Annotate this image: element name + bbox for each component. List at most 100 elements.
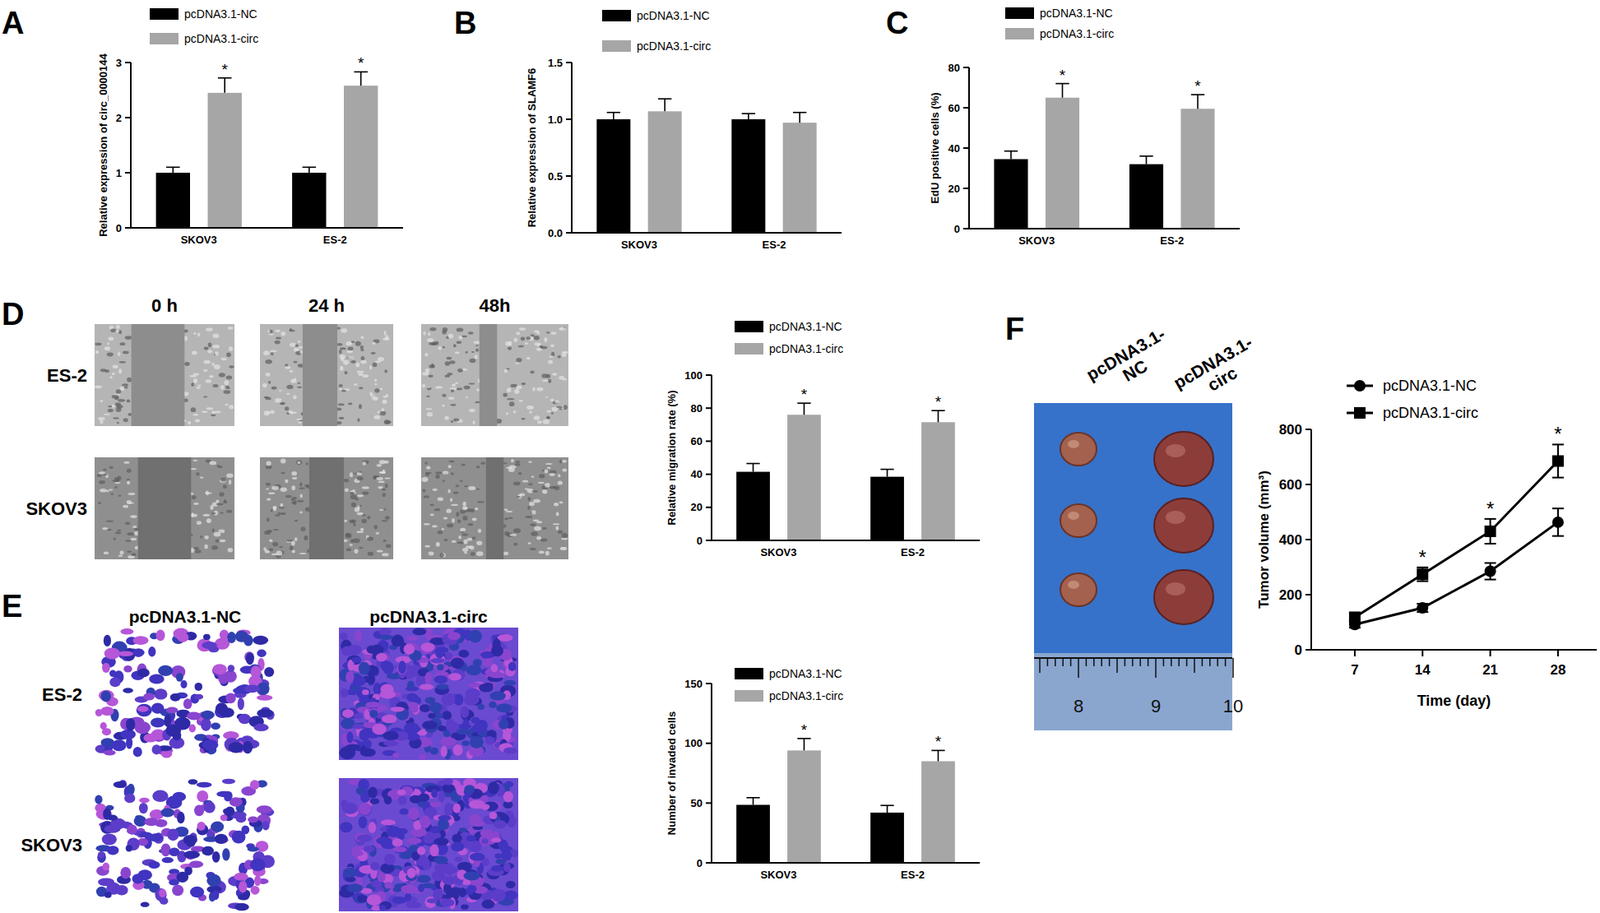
cell-texture xyxy=(113,537,116,540)
error-bar xyxy=(166,166,181,173)
stained-cell xyxy=(190,886,205,899)
cell-texture xyxy=(533,499,541,504)
legend-label: pcDNA3.1-circ xyxy=(769,342,844,356)
stained-cell xyxy=(126,824,138,835)
cell-texture xyxy=(559,500,564,504)
cell-texture xyxy=(467,537,473,542)
cell-texture xyxy=(561,533,568,538)
stained-cell xyxy=(422,834,435,844)
cell-texture xyxy=(375,532,380,535)
stained-cell xyxy=(152,744,162,755)
cell-texture xyxy=(455,511,460,517)
cell-texture xyxy=(450,504,459,506)
stained-cell xyxy=(341,646,353,657)
stained-cell xyxy=(407,867,417,879)
error-bar-cap xyxy=(1139,155,1153,158)
cell-texture xyxy=(449,403,456,407)
cell-texture xyxy=(362,374,370,378)
stained-cell xyxy=(97,851,105,858)
stained-cell xyxy=(392,752,399,758)
cell-texture xyxy=(118,368,122,374)
stained-cell xyxy=(158,888,167,897)
stained-cell xyxy=(380,862,395,874)
stained-cell xyxy=(222,848,230,861)
cell-texture xyxy=(514,362,520,365)
cell-texture xyxy=(465,545,473,549)
cell-texture xyxy=(121,383,129,386)
y-tick-label: 80 xyxy=(691,402,703,415)
cell-texture xyxy=(469,358,477,364)
stained-cell xyxy=(160,807,175,817)
cell-texture xyxy=(361,486,370,489)
error-bar-stem xyxy=(663,98,666,112)
cell-texture xyxy=(379,388,383,390)
stained-cell xyxy=(425,627,433,640)
significance-star: * xyxy=(801,721,808,739)
cell-texture xyxy=(194,549,201,553)
cell-texture xyxy=(376,477,384,481)
cell-texture xyxy=(117,352,121,357)
y-tick xyxy=(705,506,712,509)
cell-texture xyxy=(476,488,480,491)
stained-cell xyxy=(163,714,172,728)
cell-texture xyxy=(445,508,451,513)
cell-texture xyxy=(111,404,116,409)
stained-cell xyxy=(102,862,111,872)
cell-texture xyxy=(292,477,297,480)
stained-cell xyxy=(212,890,220,900)
micrograph xyxy=(338,778,519,912)
cell-texture xyxy=(296,459,302,465)
cell-texture xyxy=(474,401,480,404)
cell-texture xyxy=(550,331,557,335)
cell-texture xyxy=(123,417,129,423)
cell-texture xyxy=(538,473,545,478)
stained-cell xyxy=(358,816,368,829)
cell-texture xyxy=(559,459,562,464)
cell-texture xyxy=(199,535,203,538)
cell-texture xyxy=(347,347,354,352)
cell-texture xyxy=(537,420,543,424)
micrograph xyxy=(338,627,519,761)
wound-gap xyxy=(302,324,338,427)
image-column-label: pcDNA3.1-circ xyxy=(369,607,488,627)
cell-texture xyxy=(551,407,558,412)
cell-texture xyxy=(263,350,269,356)
stained-cell xyxy=(256,709,274,719)
point-marker xyxy=(1416,602,1429,614)
cell-texture xyxy=(477,528,482,534)
stained-cell xyxy=(508,662,517,672)
cell-texture xyxy=(472,421,475,425)
stained-cell xyxy=(444,802,454,817)
panel-letter: D xyxy=(1,296,24,332)
stained-cell xyxy=(109,677,121,687)
stained-cell xyxy=(235,630,249,643)
stained-cell xyxy=(261,820,269,831)
cell-texture xyxy=(338,388,344,390)
y-tick xyxy=(705,473,712,476)
cell-texture xyxy=(104,369,110,373)
bar xyxy=(921,760,956,863)
cell-texture xyxy=(457,541,465,544)
cell-texture xyxy=(428,374,434,377)
error-bar-cap xyxy=(1416,580,1429,583)
stained-cell xyxy=(186,712,201,721)
cell-texture xyxy=(293,378,297,381)
stained-cell xyxy=(189,860,204,868)
stained-cell xyxy=(133,635,149,645)
cell-texture xyxy=(338,417,345,420)
cell-texture xyxy=(208,343,213,348)
cell-texture xyxy=(447,488,450,493)
stained-cell xyxy=(370,797,381,804)
cell-texture xyxy=(208,375,214,378)
y-tick-label: 0 xyxy=(696,857,703,870)
x-tick-label: SKOV3 xyxy=(180,233,218,246)
error-bar-stem xyxy=(1145,156,1148,165)
error-bar xyxy=(1484,562,1497,580)
cell-texture xyxy=(284,479,288,483)
cell-texture xyxy=(346,350,353,353)
stained-cell xyxy=(136,704,153,717)
error-bar-stem xyxy=(798,112,801,123)
cell-texture xyxy=(505,510,513,513)
stained-cell xyxy=(445,652,453,660)
cell-texture xyxy=(115,531,121,534)
